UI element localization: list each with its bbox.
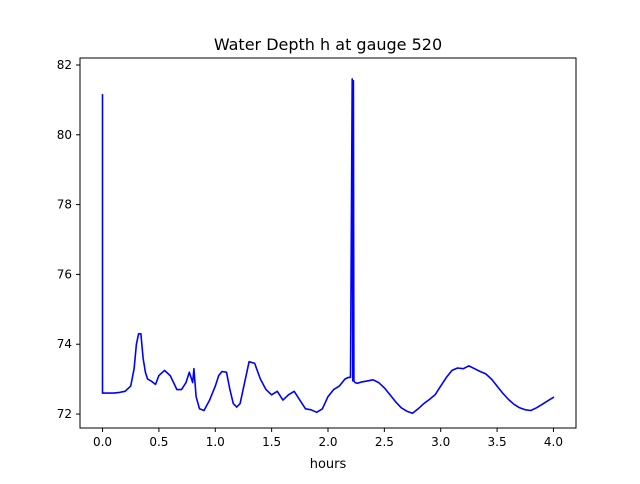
x-tick-label: 3.0 (431, 435, 450, 449)
y-tick-label: 80 (57, 128, 72, 142)
x-tick-label: 0.0 (93, 435, 112, 449)
plot-area (101, 78, 555, 415)
y-tick-label: 74 (57, 337, 72, 351)
y-tick-label: 82 (57, 58, 72, 72)
y-tick-label: 78 (57, 198, 72, 212)
y-tick-label: 76 (57, 267, 72, 281)
y-axis-ticks: 72 74 76 78 80 82 (57, 58, 80, 421)
x-tick-label: 1.5 (262, 435, 281, 449)
y-tick-label: 72 (57, 407, 72, 421)
chart-title: Water Depth h at gauge 520 (214, 35, 442, 54)
x-tick-label: 4.0 (544, 435, 563, 449)
x-tick-label: 3.5 (488, 435, 507, 449)
x-axis-ticks: 0.0 0.5 1.0 1.5 2.0 2.5 3.0 3.5 4.0 (93, 428, 563, 449)
x-tick-label: 0.5 (149, 435, 168, 449)
x-axis-label: hours (310, 457, 347, 472)
x-tick-label: 1.0 (206, 435, 225, 449)
x-tick-label: 2.0 (318, 435, 337, 449)
series-line (101, 78, 555, 415)
x-tick-label: 2.5 (375, 435, 394, 449)
